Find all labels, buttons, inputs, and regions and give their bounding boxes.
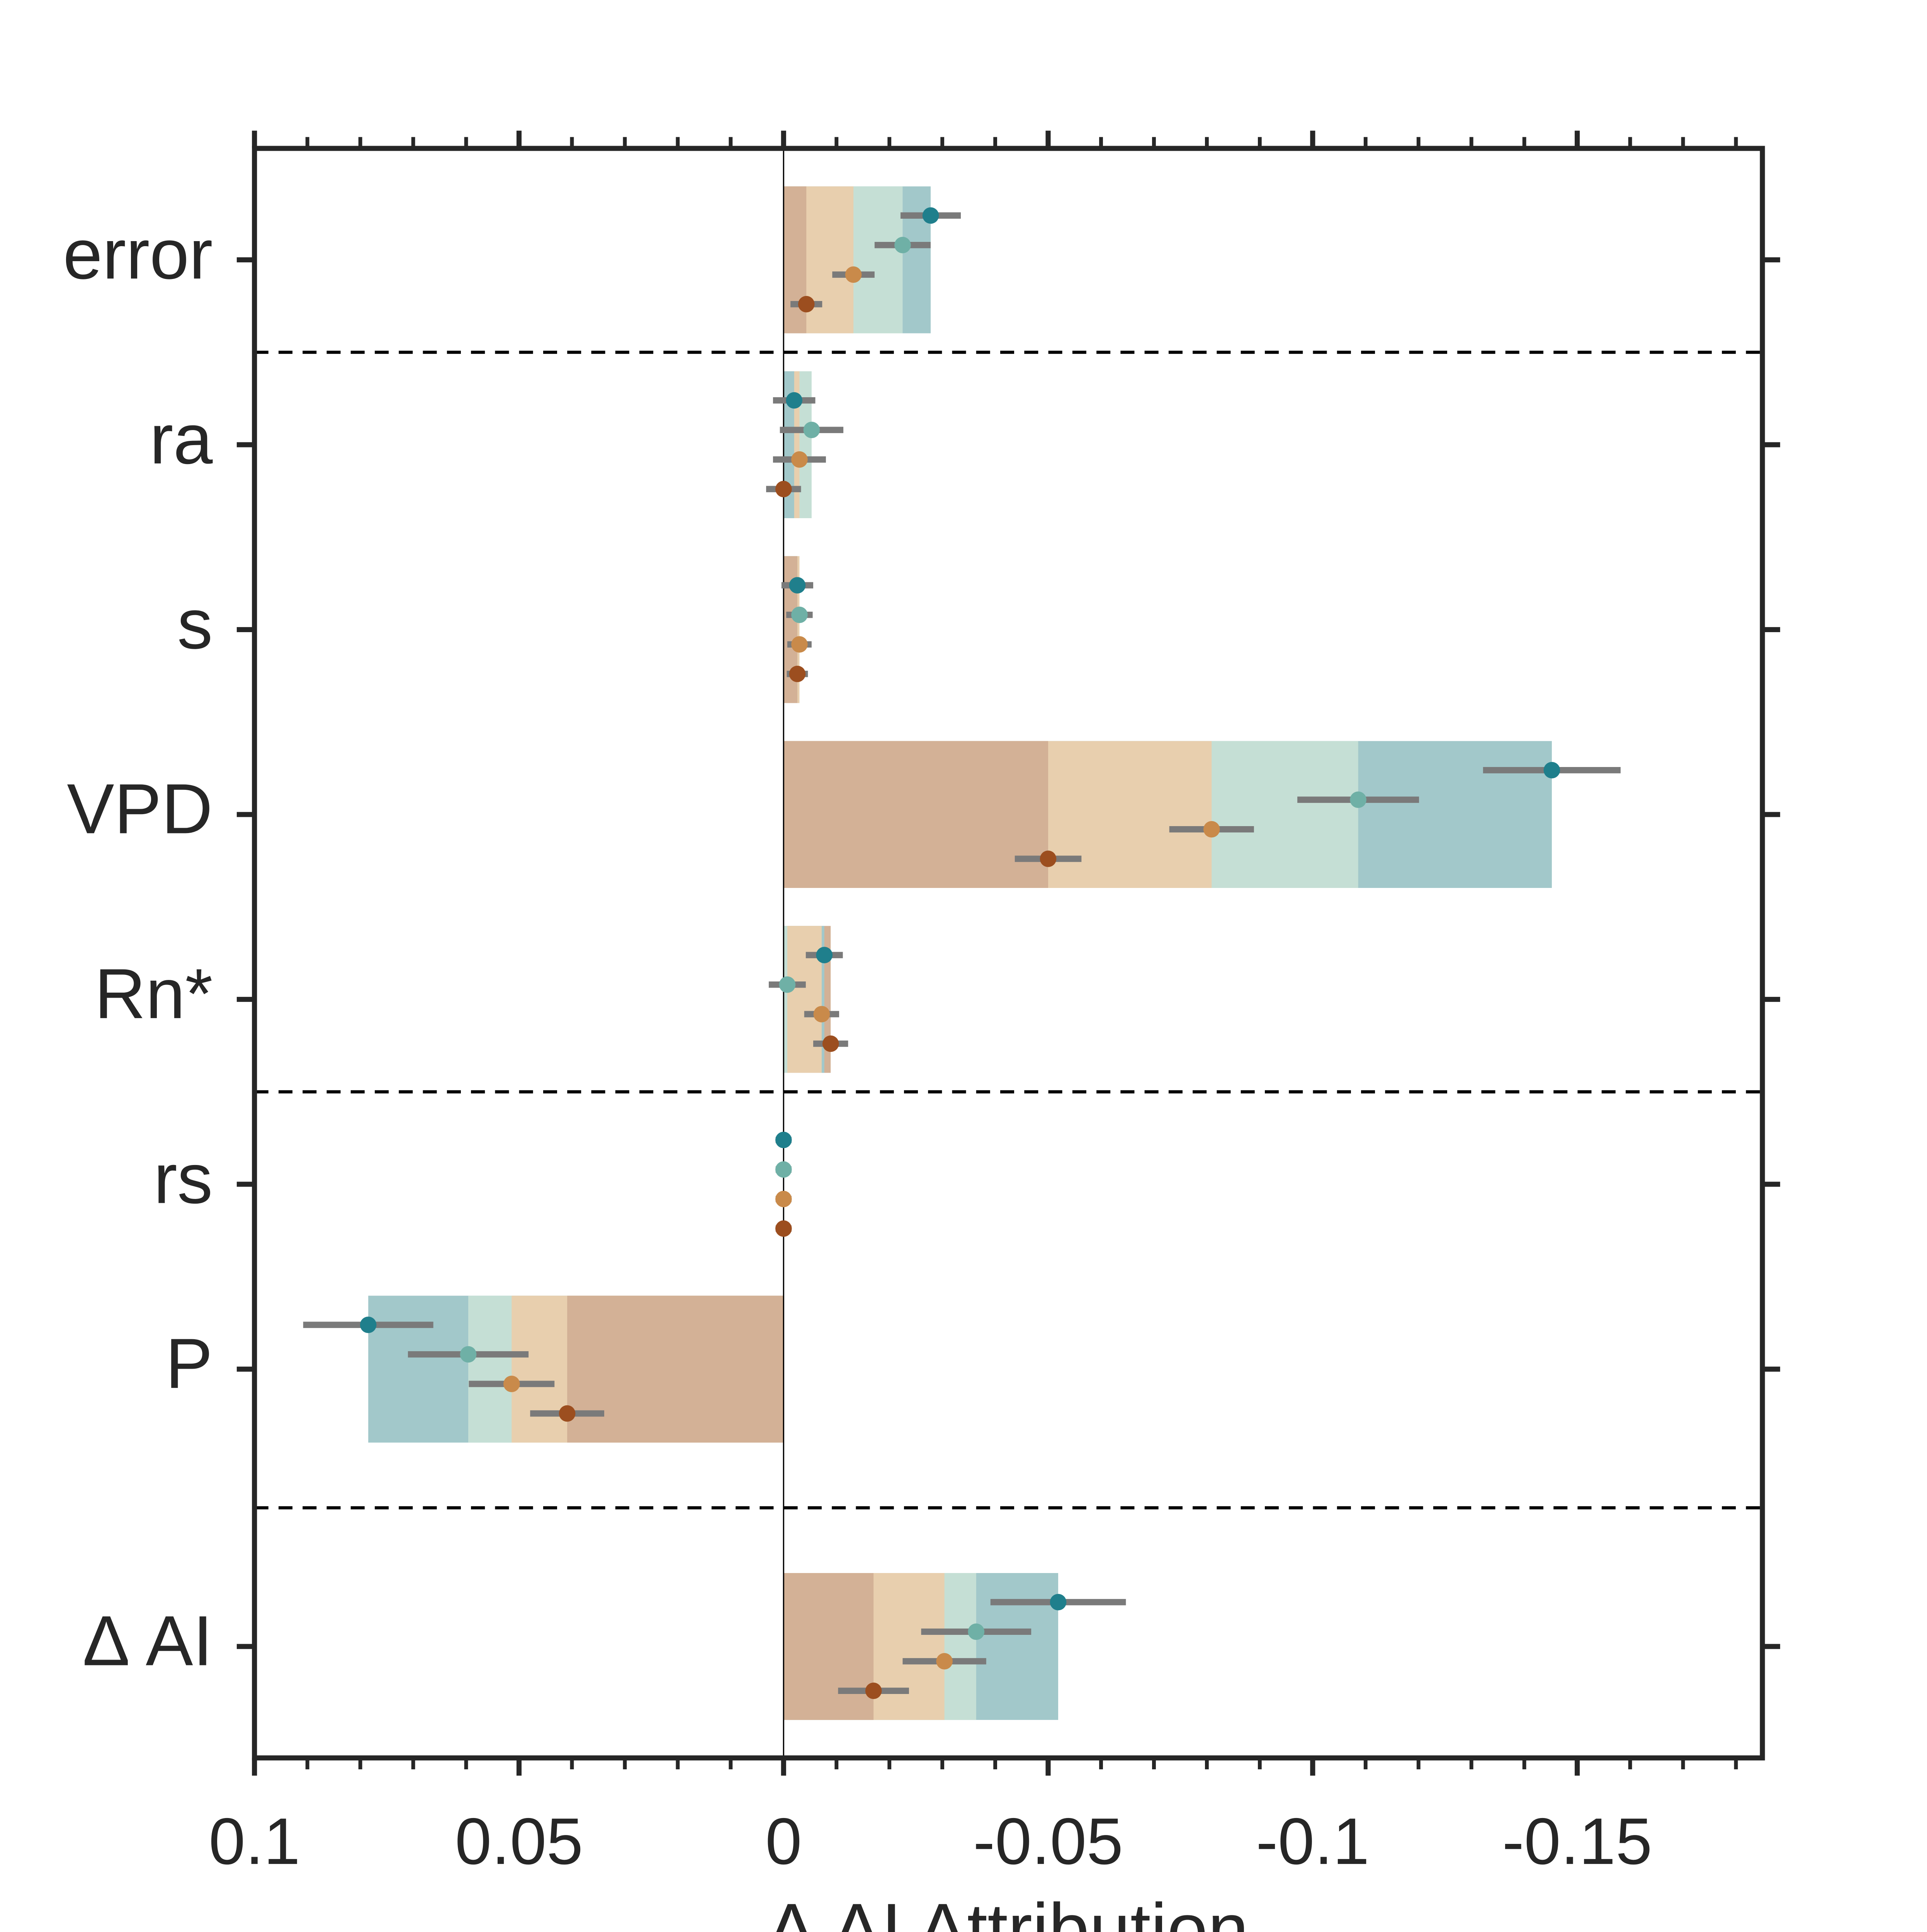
point — [786, 392, 802, 409]
point — [775, 1161, 792, 1178]
point — [775, 1190, 792, 1208]
point — [822, 1035, 839, 1052]
x-tick-label: -0.1 — [1256, 1805, 1370, 1878]
point — [789, 665, 806, 682]
plot-frame — [252, 146, 1765, 1761]
point — [813, 1006, 830, 1022]
x-tick-label: -0.05 — [973, 1805, 1123, 1878]
point — [968, 1623, 985, 1640]
point — [816, 947, 833, 963]
bar — [783, 926, 787, 1073]
point — [1040, 850, 1057, 867]
point — [798, 296, 815, 313]
bar — [783, 1573, 874, 1720]
point — [789, 577, 806, 594]
y-tick-label: VPD — [67, 769, 212, 848]
point — [791, 451, 808, 468]
point — [922, 207, 939, 224]
point — [791, 606, 808, 623]
y-tick-label: Rn* — [95, 954, 213, 1033]
x-axis-label: Δ AI Attribution — [767, 1889, 1249, 1932]
x-tick-label: -0.15 — [1502, 1805, 1652, 1878]
point — [775, 1131, 792, 1148]
point — [559, 1405, 576, 1422]
point — [803, 422, 820, 439]
bar — [783, 741, 1048, 888]
y-tick-label: error — [63, 214, 212, 294]
point — [775, 481, 792, 497]
point — [775, 1220, 792, 1237]
point — [791, 636, 808, 653]
point — [845, 266, 862, 283]
point — [1050, 1594, 1067, 1611]
bar — [783, 926, 822, 1073]
point — [1203, 821, 1220, 838]
x-tick-label: 0 — [765, 1805, 802, 1878]
point — [1350, 791, 1366, 808]
point — [360, 1316, 377, 1333]
point — [936, 1653, 953, 1670]
point — [779, 976, 796, 993]
point — [865, 1682, 882, 1699]
point — [1543, 762, 1560, 779]
point — [460, 1346, 477, 1363]
point — [894, 236, 911, 253]
x-tick-label: 0.1 — [209, 1805, 300, 1878]
y-tick-label: P — [165, 1324, 212, 1403]
y-tick-label: ra — [150, 399, 213, 478]
y-tick-label: s — [177, 584, 213, 663]
x-tick-label: 0.05 — [455, 1805, 583, 1878]
y-tick-label: rs — [154, 1139, 213, 1218]
point — [503, 1376, 520, 1392]
y-tick-label: Δ AI — [83, 1601, 213, 1680]
bar — [567, 1296, 784, 1443]
